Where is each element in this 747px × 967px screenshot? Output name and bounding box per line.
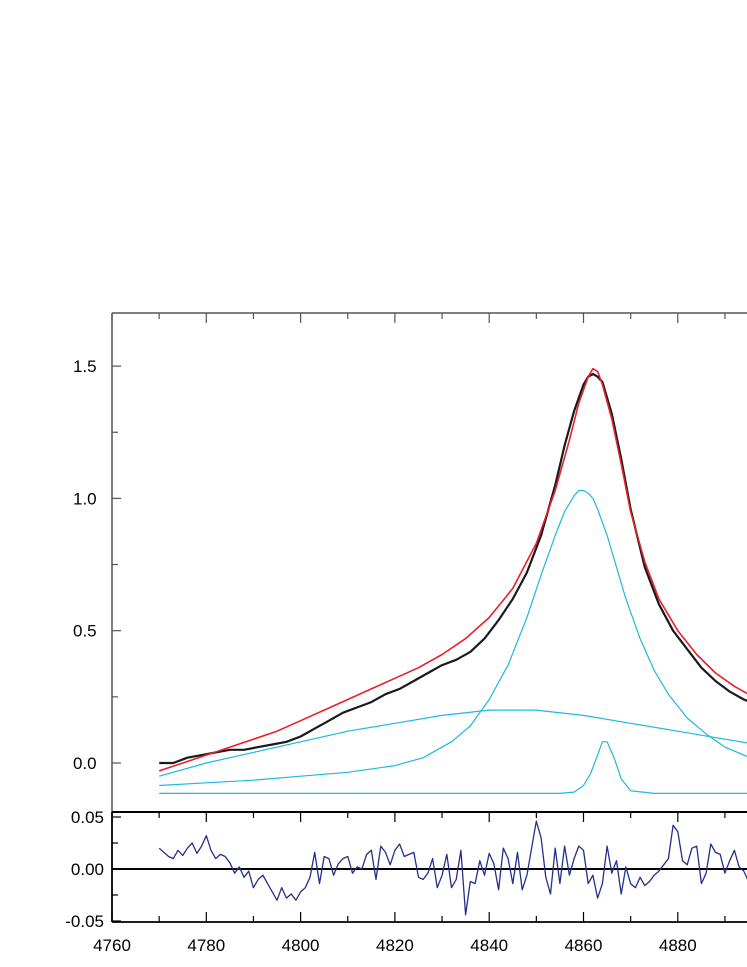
y-tick-label: 0.5 xyxy=(73,622,97,641)
y-tick-label: 1.0 xyxy=(73,489,97,508)
x-tick-label: 4820 xyxy=(376,936,414,955)
series-component-main xyxy=(159,489,747,787)
main-curves xyxy=(158,367,747,795)
y-tick-label: 1.5 xyxy=(73,357,97,376)
resid-y-tick-label: 0.00 xyxy=(71,860,104,879)
resid-y-tick-label: -0.05 xyxy=(65,912,104,931)
series-total-fit xyxy=(158,367,747,772)
x-tick-label: 4880 xyxy=(659,936,697,955)
y-tick-label: 0.0 xyxy=(73,754,97,773)
series-component-broad xyxy=(159,709,747,777)
series-residuals xyxy=(158,820,747,916)
series-component-narrow xyxy=(159,741,747,795)
x-tick-label: 4800 xyxy=(282,936,320,955)
x-tick-label: 4780 xyxy=(187,936,225,955)
resid-y-tick-label: 0.05 xyxy=(71,808,104,827)
series-observed xyxy=(159,372,747,765)
residual-panel: -0.05 0.00 0.05 4760 4780 4800 4820 4840 4860 488… xyxy=(65,808,747,955)
x-tick-label: 4840 xyxy=(470,936,508,955)
main-fit-panel: 0.0 0.5 1.0 1.5 xyxy=(73,312,747,812)
x-tick-label: 4860 xyxy=(565,936,603,955)
resid-curves xyxy=(158,820,747,916)
x-tick-label: 4760 xyxy=(93,936,131,955)
